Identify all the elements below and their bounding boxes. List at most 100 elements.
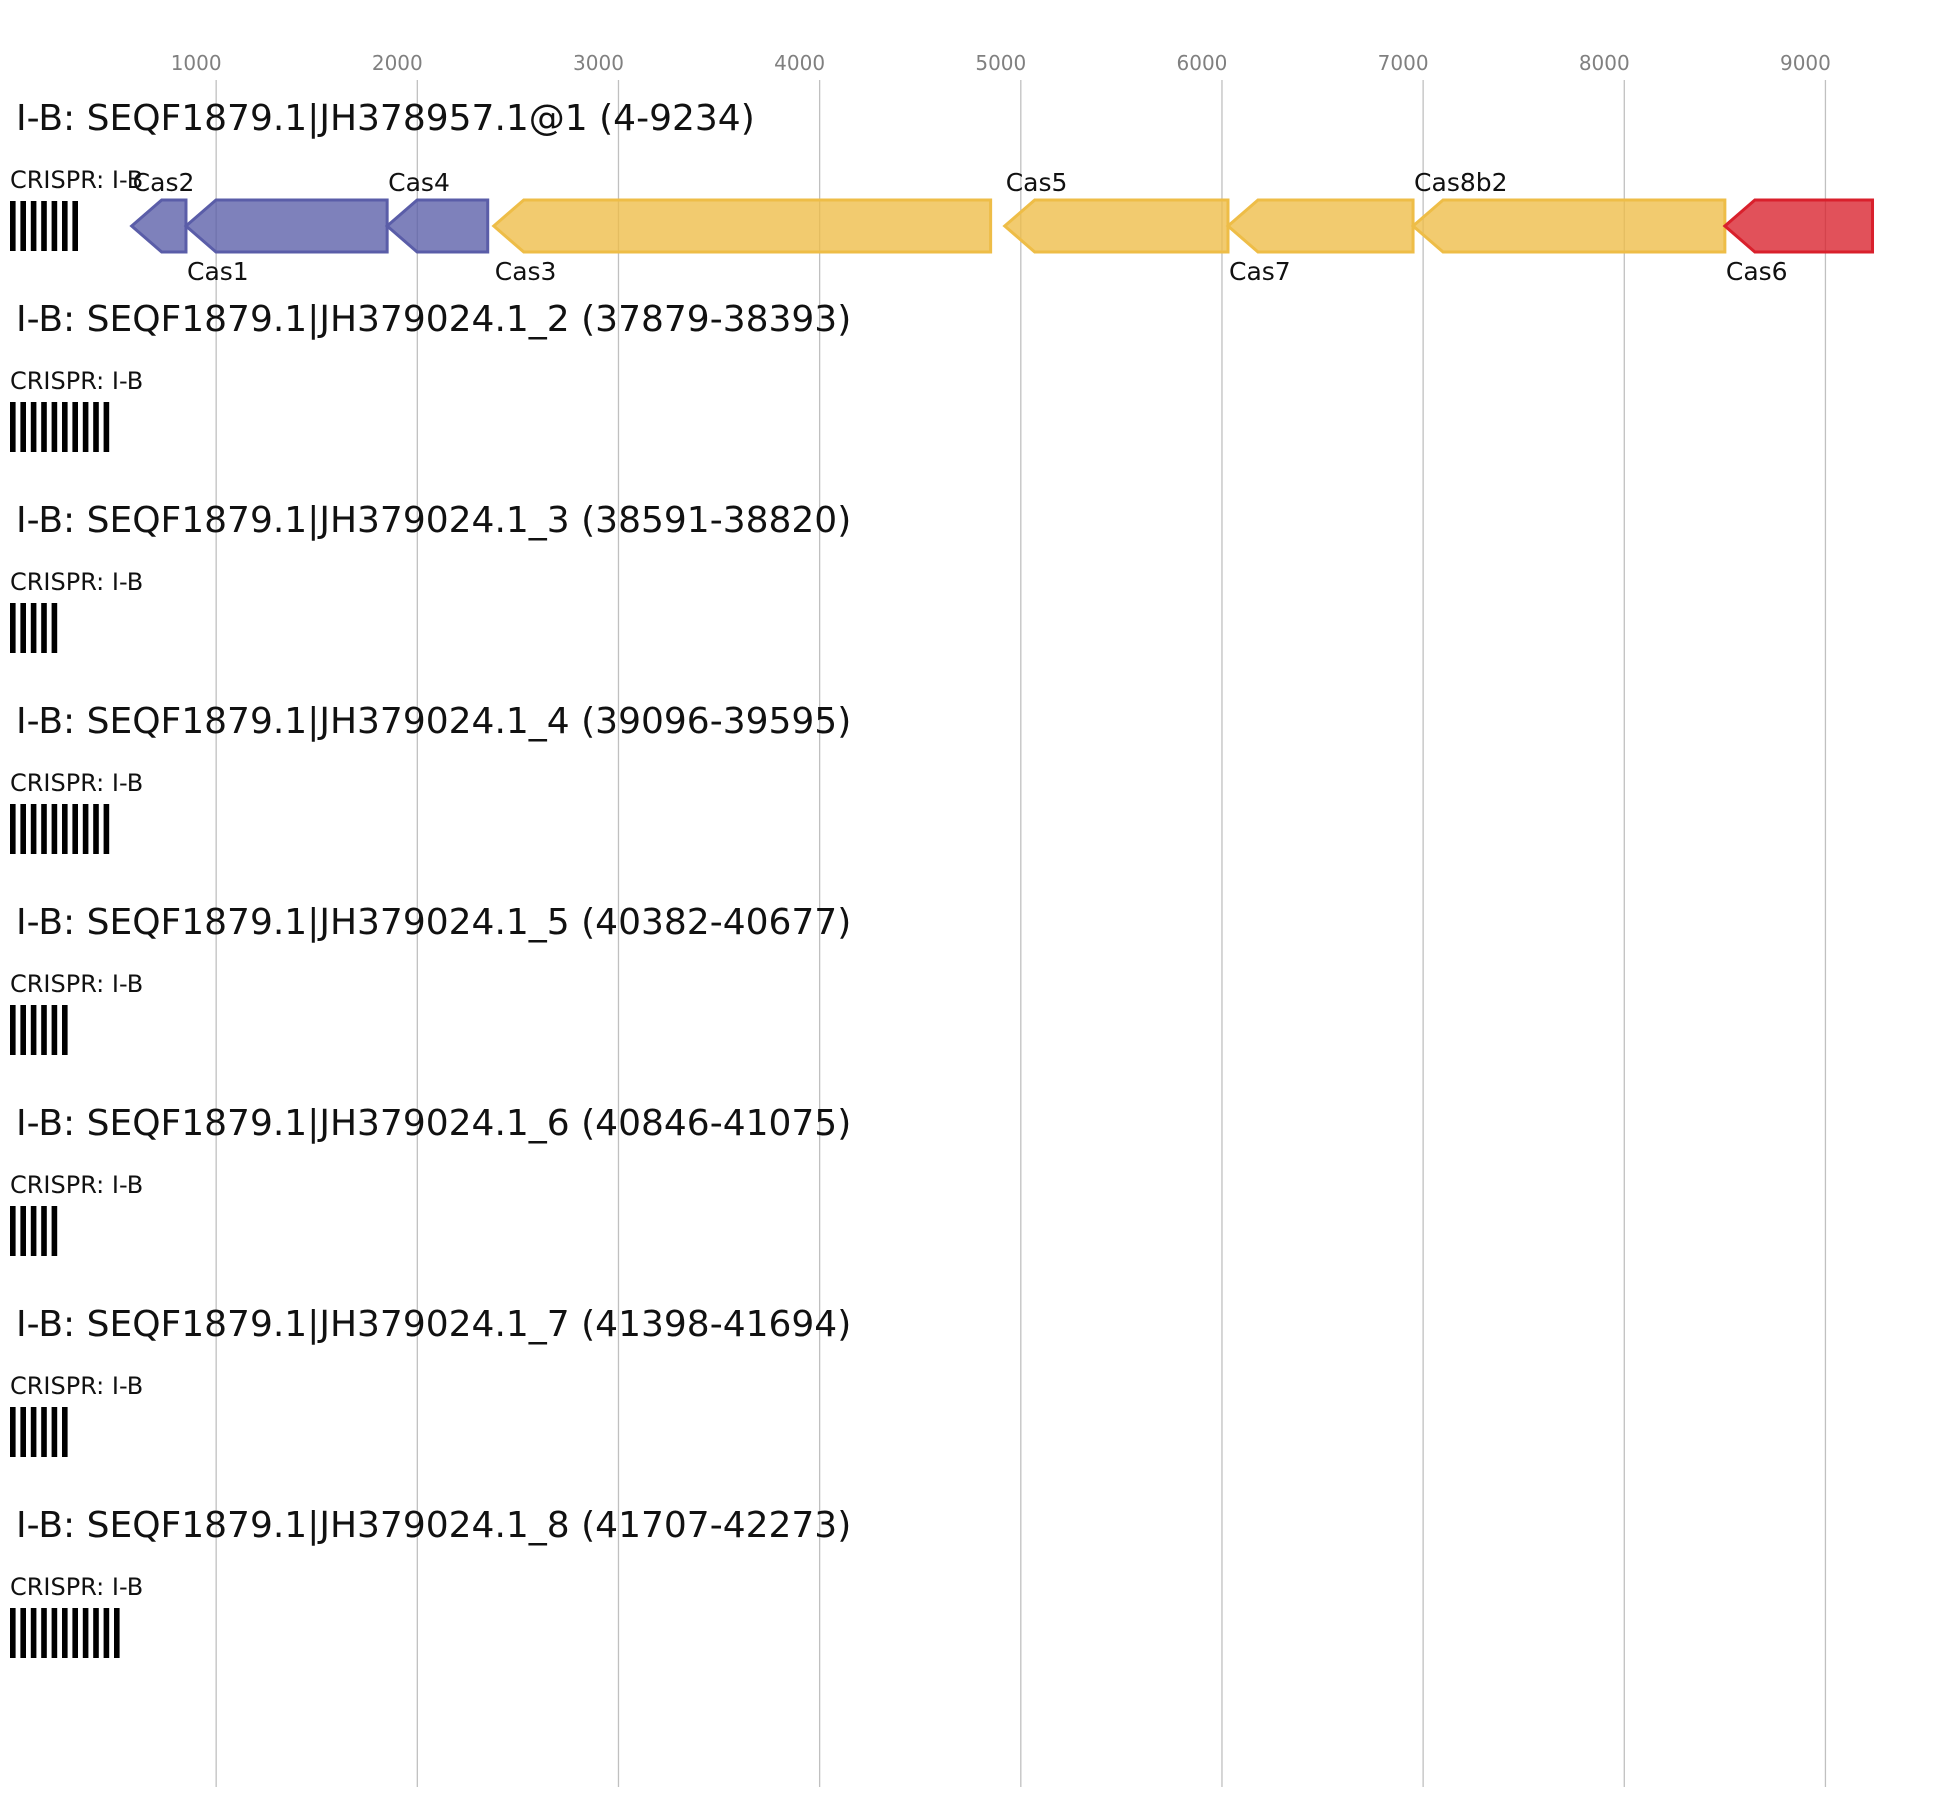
- locus-title: I-B: SEQF1879.1|JH379024.1_8 (41707-4227…: [16, 1505, 851, 1546]
- locus-track: I-B: SEQF1879.1|JH378957.1@1 (4-9234) CRI…: [10, 98, 1875, 286]
- gene-label-cas8b2: Cas8b2: [1414, 168, 1507, 197]
- locus-title: I-B: SEQF1879.1|JH379024.1_4 (39096-3959…: [16, 701, 851, 742]
- crispr-label: CRISPR: I-B: [10, 166, 143, 194]
- axis-grid: 1000 2000 3000 4000 5000 6000 7000 8000 9000: [171, 51, 1831, 1787]
- crispr-repeat: [41, 603, 47, 653]
- locus-track: I-B: SEQF1879.1|JH379024.1_7 (41398-4169…: [10, 1304, 851, 1457]
- crispr-array: [10, 1608, 120, 1658]
- crispr-repeat: [20, 1005, 26, 1055]
- crispr-repeat: [20, 201, 26, 251]
- crispr-repeat: [41, 402, 47, 452]
- locus-title: I-B: SEQF1879.1|JH379024.1_2 (37879-3839…: [16, 299, 851, 340]
- crispr-repeat: [51, 1608, 58, 1658]
- locus-track: I-B: SEQF1879.1|JH379024.1_2 (37879-3839…: [10, 299, 851, 452]
- crispr-repeat: [51, 603, 58, 653]
- locus-track: I-B: SEQF1879.1|JH379024.1_4 (39096-3959…: [10, 701, 851, 854]
- crispr-label: CRISPR: I-B: [10, 970, 143, 998]
- crispr-repeat: [114, 1608, 120, 1658]
- crispr-repeat: [10, 201, 16, 251]
- crispr-label: CRISPR: I-B: [10, 769, 143, 797]
- crispr-repeat: [30, 1608, 37, 1658]
- gene-label-cas2: Cas2: [133, 168, 195, 197]
- crispr-repeat: [20, 1407, 26, 1457]
- locus-track: I-B: SEQF1879.1|JH379024.1_3 (38591-3882…: [10, 500, 851, 653]
- crispr-array: [10, 1206, 58, 1256]
- crispr-repeat: [62, 1407, 68, 1457]
- crispr-label: CRISPR: I-B: [10, 1573, 143, 1601]
- crispr-repeat: [51, 201, 58, 251]
- crispr-array: [10, 201, 78, 251]
- gene-arrow-cas7: [1225, 198, 1415, 254]
- crispr-array: [10, 603, 58, 653]
- crispr-repeat: [62, 201, 68, 251]
- crispr-repeat: [82, 402, 89, 452]
- crispr-repeat: [72, 402, 78, 452]
- axis-tick-label: 3000: [573, 51, 624, 75]
- crispr-repeat: [51, 1407, 58, 1457]
- crispr-label: CRISPR: I-B: [10, 1372, 143, 1400]
- crispr-repeat: [41, 804, 47, 854]
- gene-arrow-cas2: [129, 198, 188, 254]
- locus-track: I-B: SEQF1879.1|JH379024.1_6 (40846-4107…: [10, 1103, 851, 1256]
- crispr-repeat: [10, 1608, 16, 1658]
- crispr-repeat: [10, 1005, 16, 1055]
- crispr-repeat: [20, 1608, 26, 1658]
- axis-tick-label: 8000: [1579, 51, 1630, 75]
- crispr-repeat: [10, 603, 16, 653]
- crispr-repeat: [93, 804, 99, 854]
- axis-tick-label: 2000: [372, 51, 423, 75]
- crispr-repeat: [93, 1608, 99, 1658]
- crispr-repeat: [20, 402, 26, 452]
- crispr-array: [10, 804, 110, 854]
- gene-arrow-cas5: [1002, 198, 1230, 254]
- axis-tick-label: 6000: [1177, 51, 1228, 75]
- locus-title: I-B: SEQF1879.1|JH379024.1_6 (40846-4107…: [16, 1103, 851, 1144]
- crispr-repeat: [30, 1005, 37, 1055]
- crispr-repeat: [30, 201, 37, 251]
- crispr-repeat: [10, 1206, 16, 1256]
- crispr-repeat: [72, 1608, 78, 1658]
- gene-label-cas5: Cas5: [1006, 168, 1068, 197]
- locus-title: I-B: SEQF1879.1|JH378957.1@1 (4-9234): [16, 98, 755, 139]
- crispr-repeat: [41, 1206, 47, 1256]
- crispr-label: CRISPR: I-B: [10, 568, 143, 596]
- gene-arrow-cas1: [183, 198, 389, 254]
- crispr-repeat: [51, 804, 58, 854]
- axis-tick-label: 9000: [1780, 51, 1831, 75]
- crispr-repeat: [72, 804, 78, 854]
- crispr-repeat: [30, 603, 37, 653]
- locus-track: I-B: SEQF1879.1|JH379024.1_5 (40382-4067…: [10, 902, 851, 1055]
- crispr-repeat: [10, 804, 16, 854]
- axis-tick-label: 1000: [171, 51, 222, 75]
- locus-track: I-B: SEQF1879.1|JH379024.1_8 (41707-4227…: [10, 1505, 851, 1658]
- crispr-repeat: [41, 201, 47, 251]
- crispr-label: CRISPR: I-B: [10, 367, 143, 395]
- crispr-repeat: [103, 1608, 110, 1658]
- crispr-array: [10, 1407, 68, 1457]
- gene-arrow-cas4: [384, 198, 490, 254]
- gene-label-cas4: Cas4: [388, 168, 450, 197]
- gene-label-cas1: Cas1: [187, 257, 249, 286]
- crispr-repeat: [82, 1608, 89, 1658]
- crispr-repeat: [10, 1407, 16, 1457]
- crispr-repeat: [30, 1407, 37, 1457]
- crispr-repeat: [93, 402, 99, 452]
- crispr-repeat: [51, 402, 58, 452]
- crispr-repeat: [51, 1206, 58, 1256]
- crispr-repeat: [30, 804, 37, 854]
- crispr-repeat: [62, 804, 68, 854]
- gene-label-cas3: Cas3: [495, 257, 557, 286]
- crispr-array: [10, 402, 110, 452]
- locus-title: I-B: SEQF1879.1|JH379024.1_3 (38591-3882…: [16, 500, 851, 541]
- crispr-repeat: [103, 804, 110, 854]
- crispr-repeat: [82, 804, 89, 854]
- crispr-repeat: [51, 1005, 58, 1055]
- axis-tick-label: 7000: [1378, 51, 1429, 75]
- crispr-repeat: [30, 402, 37, 452]
- crispr-repeat: [41, 1407, 47, 1457]
- crispr-repeat: [10, 402, 16, 452]
- crispr-repeat: [103, 402, 110, 452]
- locus-title: I-B: SEQF1879.1|JH379024.1_7 (41398-4169…: [16, 1304, 851, 1345]
- crispr-repeat: [41, 1608, 47, 1658]
- crispr-repeat: [41, 1005, 47, 1055]
